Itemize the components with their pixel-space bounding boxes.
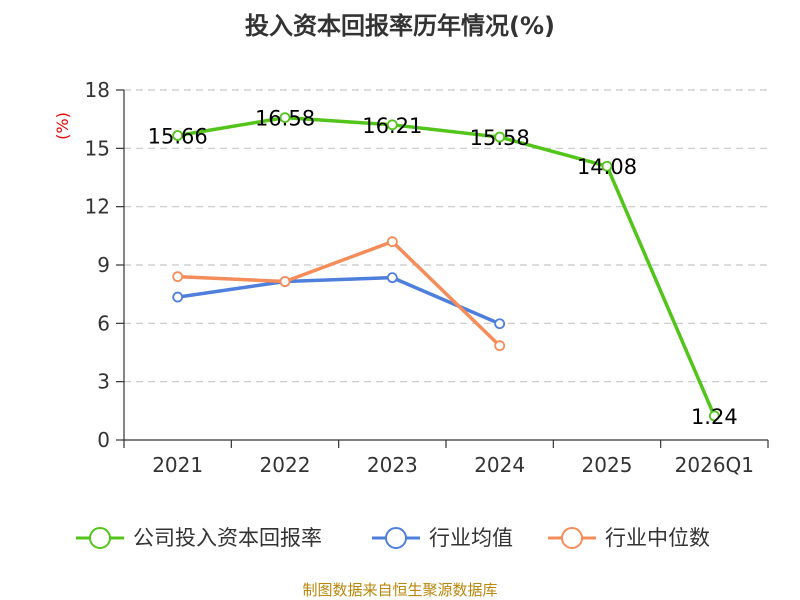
data-label: 1.24 [691,405,738,429]
series-line-2 [177,275,501,326]
data-point [386,272,398,284]
legend-label: 公司投入资本回报率 [133,526,322,550]
data-point [172,130,184,141]
legend-label: 行业中位数 [605,526,710,550]
data-label: 14.08 [577,155,637,179]
data-point [494,318,506,330]
axes: 0 3 6 9 12 15 18 2021 2022 2023 2024 2025 2026Q1 [85,78,769,477]
data-point [386,119,398,131]
x-tick-label: 2023 [367,453,418,477]
data-label: 15.58 [470,126,530,150]
data-point [279,276,291,287]
data-label: 16.21 [362,114,422,138]
y-tick-label: 9 [97,253,110,277]
data-point [172,291,184,303]
data-label: 15.66 [148,125,208,149]
data-point [279,112,291,124]
legend-item-2: 行业均值 [372,526,513,550]
data-point [494,131,506,143]
x-tick-label: 2025 [582,453,633,477]
series-line-1 [177,115,716,417]
y-tick-label: 0 [97,428,110,452]
legend-item-1: 公司投入资本回报率 [76,526,322,550]
y-tick-label: 12 [85,195,110,219]
x-tick-label: 2021 [152,453,203,477]
y-tick-label: 18 [85,78,110,102]
data-point [708,410,720,422]
source-note: 制图数据来自恒生聚源数据库 [302,581,497,599]
data-labels: 15.66 16.58 16.21 15.58 14.08 1.24 [148,107,738,429]
data-point [494,340,506,352]
y-tick-label: 6 [97,311,110,335]
legend-swatch-marker [561,527,583,549]
data-label: 16.58 [255,107,315,131]
y-tick-label: 3 [97,370,110,394]
y-tick-label: 15 [85,136,110,160]
legend-swatch-marker [385,527,407,549]
legend-swatch-marker [89,527,111,549]
chart-title: 投入资本回报率历年情况(%) [245,12,555,40]
legend-item-3: 行业中位数 [548,526,710,550]
series-line-3 [177,239,501,347]
x-tick-label: 2024 [474,453,525,477]
series-lines [172,112,720,422]
data-point [386,236,398,248]
data-point [601,160,613,172]
legend-label: 行业均值 [429,526,513,550]
grid-lines [124,89,768,383]
x-tick-label: 2026Q1 [675,453,754,477]
y-axis-label: (%) [53,112,72,140]
data-point [172,271,184,283]
legend: 公司投入资本回报率 行业均值 行业中位数 [76,526,710,550]
x-tick-label: 2022 [260,453,311,477]
